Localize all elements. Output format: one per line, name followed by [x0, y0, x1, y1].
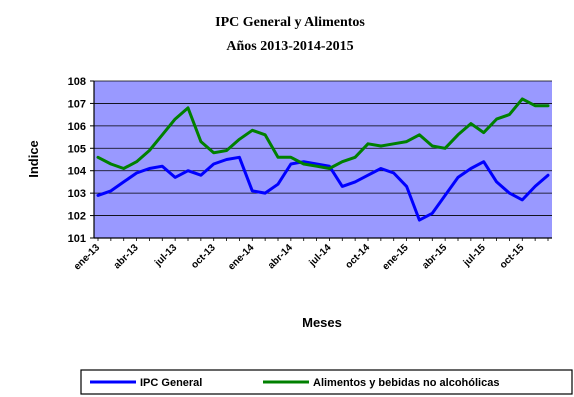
x-tick-label-abr-13: abr-13 [112, 242, 141, 271]
series-line-ipc-general [96, 155, 550, 222]
y-tick-label-101: 101 [68, 233, 86, 245]
x-tick-label-jul-14: jul-14 [307, 242, 334, 269]
x-tick-label-jul-13: jul-13 [152, 242, 179, 269]
y-tick-label-106: 106 [68, 121, 86, 133]
y-axis-label: Indice [26, 140, 41, 178]
x-axis-label: Meses [302, 315, 342, 330]
plot-area [94, 81, 552, 238]
x-tick-label-ene-15: ene-15 [381, 242, 411, 272]
y-tick-label-105: 105 [68, 143, 86, 155]
x-tick-label-oct-14: oct-14 [344, 242, 373, 271]
chart-title: IPC General y Alimentos [215, 15, 365, 30]
legend-label-ipc-general: IPC General [140, 377, 202, 389]
x-tick-label-ene-14: ene-14 [226, 242, 256, 272]
x-tick-label-oct-13: oct-13 [189, 242, 218, 271]
y-tick-label-107: 107 [68, 98, 86, 110]
legend [80, 369, 573, 395]
y-tick-label-103: 103 [68, 188, 86, 200]
series-line-alimentos [96, 97, 550, 170]
y-tick-label-108: 108 [68, 76, 86, 88]
y-tick-label-102: 102 [68, 211, 86, 223]
chart-subtitle: Años 2013-2014-2015 [226, 39, 353, 54]
x-tick-label-jul-15: jul-15 [461, 242, 488, 269]
x-tick-label-abr-14: abr-14 [266, 242, 295, 271]
x-tick-label-oct-15: oct-15 [498, 242, 527, 271]
legend-label-alimentos: Alimentos y bebidas no alcohólicas [313, 377, 499, 389]
x-tick-label-ene-13: ene-13 [72, 242, 102, 272]
y-tick-label-104: 104 [68, 166, 87, 178]
x-tick-label-abr-15: abr-15 [420, 242, 449, 271]
